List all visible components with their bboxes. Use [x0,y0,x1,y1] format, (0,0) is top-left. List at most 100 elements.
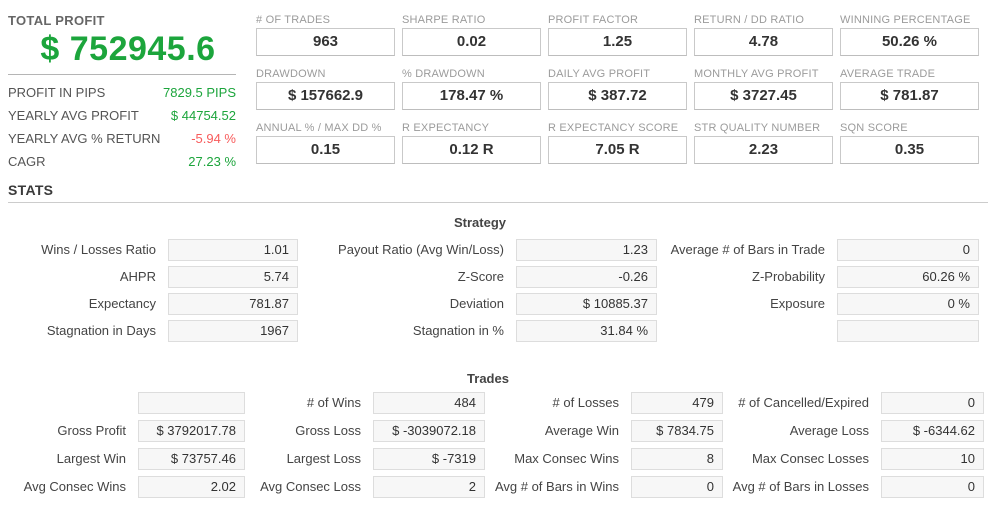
stat-label: Average # of Bars in Trade [670,242,825,257]
stat-value-box: 0 [881,476,984,498]
stat-label-empty [20,392,135,414]
kpi-value-box: 4.78 [694,28,833,56]
stat-label: Avg # of Bars in Losses [732,479,869,494]
kpi-value-box: 50.26 % [840,28,979,56]
trades-table: # of Wins 484 # of Losses 479 # of Cance… [20,392,984,498]
stat-label: AHPR [119,269,156,284]
kpi-value-box: 0.35 [840,136,979,164]
stat-label: Gross Profit [57,423,126,438]
summary-row-value: -5.94 % [191,131,236,146]
kpi-label: STR QUALITY NUMBER [694,122,821,134]
summary-row-yearly-avg-profit: YEARLY AVG PROFIT $ 44754.52 [8,104,236,127]
kpi-cell-str-quality-number: STR QUALITY NUMBER 2.23 [694,121,833,164]
summary-rows: PROFIT IN PIPS 7829.5 PIPS YEARLY AVG PR… [8,81,236,173]
stat-label: Payout Ratio (Avg Win/Loss) [338,242,504,257]
total-profit-label: TOTAL PROFIT [8,13,105,28]
stat-label: # of Cancelled/Expired [738,395,869,410]
strategy-section-title: Strategy [453,215,507,230]
stat-label: Average Win [544,423,619,438]
stat-value-box: 1.01 [168,239,298,261]
stat-value-box: 484 [373,392,485,414]
stat-label: Average Loss [789,423,869,438]
stat-label: Avg Consec Loss [260,479,361,494]
stat-value-box: $ -3039072.18 [373,420,485,442]
stat-label: # of Losses [552,395,620,410]
kpi-cell-r-expectancy: R EXPECTANCY 0.12 R [402,121,541,164]
kpi-cell-return-dd-ratio: RETURN / DD RATIO 4.78 [694,13,833,56]
stat-value-box: 0 [631,476,723,498]
stat-label: Largest Loss [286,451,361,466]
stat-value-box: $ -7319 [373,448,485,470]
summary-row-cagr: CAGR 27.23 % [8,150,236,173]
kpi-cell-monthly-avg-profit: MONTHLY AVG PROFIT $ 3727.45 [694,67,833,110]
stat-value-box: 479 [631,392,723,414]
stat-value-box: 10 [881,448,984,470]
stat-value-box: 0 [837,239,979,261]
kpi-cell-drawdown: DRAWDOWN $ 157662.9 [256,67,395,110]
stat-label: Exposure [770,296,825,311]
summary-row-label: PROFIT IN PIPS [8,85,106,100]
stat-label: Stagnation in Days [46,323,156,338]
kpi-value-box: 0.12 R [402,136,541,164]
summary-row-value: $ 44754.52 [170,108,236,123]
total-profit-panel: TOTAL PROFIT $ 752945.6 PROFIT IN PIPS 7… [8,13,236,173]
stat-label: Max Consec Losses [751,451,869,466]
summary-divider [8,74,236,75]
kpi-value-box: 178.47 % [402,82,541,110]
trades-section-title: Trades [467,371,509,386]
strategy-table: Wins / Losses Ratio 1.01 Payout Ratio (A… [20,239,979,342]
stat-label: Z-Probability [752,269,825,284]
kpi-label: RETURN / DD RATIO [694,14,805,26]
kpi-cell-daily-avg-profit: DAILY AVG PROFIT $ 387.72 [548,67,687,110]
kpi-label: AVERAGE TRADE [840,68,936,80]
summary-row-yearly-avg-return: YEARLY AVG % RETURN -5.94 % [8,127,236,150]
kpi-value-box: 2.23 [694,136,833,164]
stat-value-box: $ -6344.62 [881,420,984,442]
stat-label: Avg # of Bars in Wins [494,479,619,494]
stat-value-box: 0 [881,392,984,414]
stat-label: Expectancy [88,296,156,311]
kpi-grid: # OF TRADES 963 SHARPE RATIO 0.02 PROFIT… [256,13,979,164]
kpi-label: ANNUAL % / MAX DD % [256,122,382,134]
stat-label: Max Consec Wins [514,451,619,466]
stat-value-box: $ 3792017.78 [138,420,245,442]
stat-label-empty [660,320,834,342]
summary-row-label: YEARLY AVG PROFIT [8,108,139,123]
stat-value-box-empty [837,320,979,342]
stat-value-box: 8 [631,448,723,470]
kpi-cell-annual-max-dd: ANNUAL % / MAX DD % 0.15 [256,121,395,164]
kpi-label: % DRAWDOWN [402,68,485,80]
kpi-value-box: 0.02 [402,28,541,56]
kpi-cell-profit-factor: PROFIT FACTOR 1.25 [548,13,687,56]
stat-value-box-empty [138,392,245,414]
stat-label: Gross Loss [295,423,361,438]
summary-row-label: YEARLY AVG % RETURN [8,131,161,146]
stat-value-box: 0 % [837,293,979,315]
summary-row-profit-in-pips: PROFIT IN PIPS 7829.5 PIPS [8,81,236,104]
kpi-label: R EXPECTANCY [402,122,490,134]
kpi-label: WINNING PERCENTAGE [840,14,971,26]
stat-value-box: 781.87 [168,293,298,315]
stat-label: Z-Score [457,269,504,284]
kpi-value-box: 7.05 R [548,136,687,164]
stat-value-box: 2 [373,476,485,498]
kpi-value-box: $ 781.87 [840,82,979,110]
summary-row-label: CAGR [8,154,46,169]
stat-value-box: 1.23 [516,239,657,261]
stat-label: Stagnation in % [412,323,504,338]
stat-label: # of Wins [306,395,361,410]
kpi-value-box: 1.25 [548,28,687,56]
stat-value-box: -0.26 [516,266,657,288]
stat-value-box: $ 73757.46 [138,448,245,470]
kpi-label: PROFIT FACTOR [548,14,639,26]
stat-label: Largest Win [56,451,126,466]
stat-value-box: 1967 [168,320,298,342]
kpi-label: R EXPECTANCY SCORE [548,122,679,134]
kpi-cell-winning-percentage: WINNING PERCENTAGE 50.26 % [840,13,979,56]
stats-section-header: STATS [8,182,988,203]
stat-value-box: $ 10885.37 [516,293,657,315]
kpi-value-box: $ 387.72 [548,82,687,110]
kpi-cell-r-expectancy-score: R EXPECTANCY SCORE 7.05 R [548,121,687,164]
total-profit-value: $ 752945.6 [40,30,216,68]
